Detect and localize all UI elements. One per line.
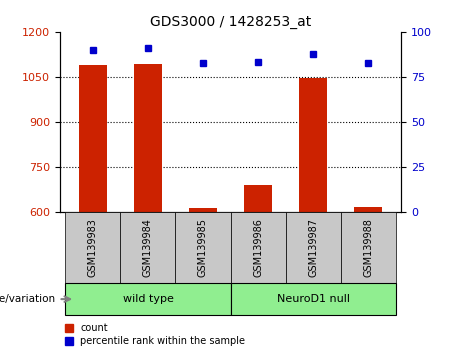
- Title: GDS3000 / 1428253_at: GDS3000 / 1428253_at: [150, 16, 311, 29]
- Bar: [341, 212, 396, 283]
- Text: wild type: wild type: [123, 294, 173, 304]
- Text: GSM139985: GSM139985: [198, 218, 208, 277]
- Bar: [120, 212, 176, 283]
- Text: GSM139986: GSM139986: [253, 218, 263, 277]
- Bar: [134, 64, 162, 212]
- Bar: [355, 207, 382, 212]
- Text: GSM139984: GSM139984: [143, 218, 153, 277]
- Bar: [230, 212, 285, 283]
- Legend: count, percentile rank within the sample: count, percentile rank within the sample: [65, 324, 245, 346]
- Bar: [285, 212, 341, 283]
- Text: GSM139983: GSM139983: [88, 218, 98, 277]
- Bar: [176, 212, 230, 283]
- Text: genotype/variation: genotype/variation: [0, 294, 55, 304]
- Bar: [79, 65, 106, 212]
- Text: GSM139987: GSM139987: [308, 218, 318, 277]
- Text: GSM139988: GSM139988: [363, 218, 373, 277]
- Text: NeuroD1 null: NeuroD1 null: [277, 294, 349, 304]
- Bar: [189, 208, 217, 212]
- Bar: [230, 283, 396, 315]
- Bar: [244, 185, 272, 212]
- Bar: [299, 78, 327, 212]
- Bar: [65, 212, 120, 283]
- Bar: [65, 283, 230, 315]
